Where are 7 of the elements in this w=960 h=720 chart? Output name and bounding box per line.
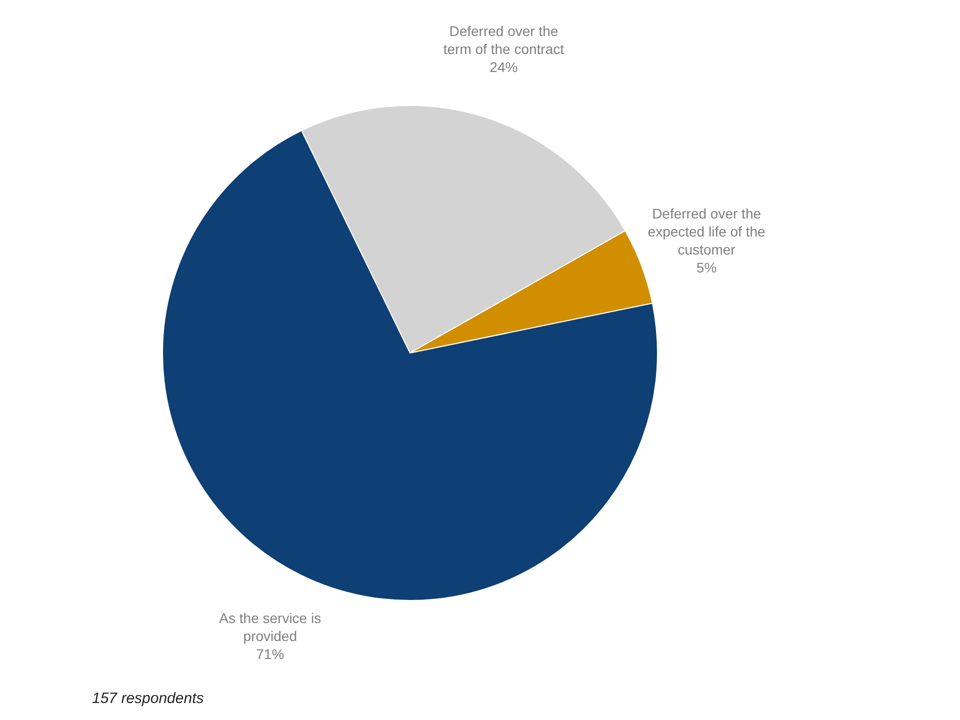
data-label: 71% — [256, 646, 284, 662]
data-label: 24% — [490, 59, 518, 76]
data-label: 5% — [696, 259, 717, 276]
slice-label: Deferred over the expected life of the customer — [648, 205, 766, 258]
text: 157 respondents — [92, 690, 204, 707]
slice-label: Deferred over the term of the contract — [443, 23, 564, 58]
slice-label: As the service is provided — [219, 610, 322, 644]
